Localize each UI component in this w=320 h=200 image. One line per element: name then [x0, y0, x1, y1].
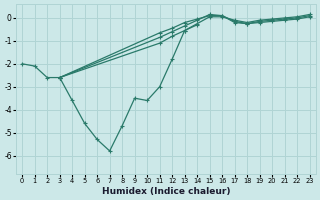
X-axis label: Humidex (Indice chaleur): Humidex (Indice chaleur) [102, 187, 230, 196]
